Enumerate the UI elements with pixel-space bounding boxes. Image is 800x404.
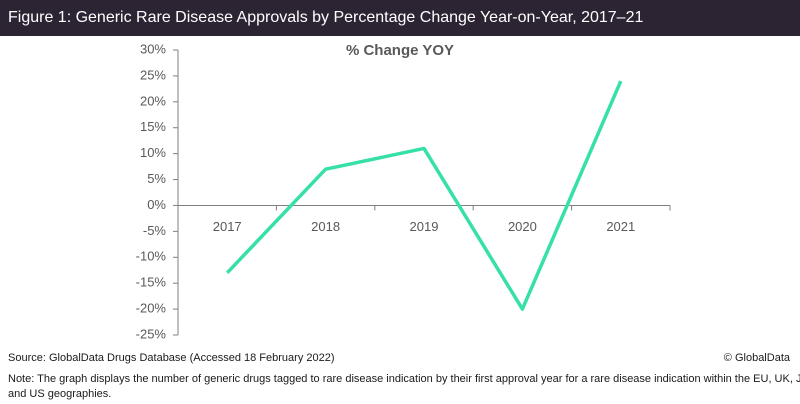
y-tick-label: -25% bbox=[136, 326, 167, 341]
y-tick-label: 15% bbox=[140, 119, 166, 134]
credit: © GlobalData bbox=[724, 352, 791, 364]
x-tick-label: 2018 bbox=[311, 219, 340, 234]
chart-title: % Change YOY bbox=[346, 42, 454, 59]
y-tick-label: 25% bbox=[140, 67, 166, 82]
data-line bbox=[225, 80, 623, 311]
x-tick-label: 2017 bbox=[213, 219, 242, 234]
note-line: and US geographies. bbox=[8, 388, 111, 400]
x-tick-label: 2021 bbox=[606, 219, 635, 234]
y-tick-label: 10% bbox=[140, 145, 166, 160]
header-bar bbox=[0, 0, 800, 36]
y-tick-label: 5% bbox=[147, 171, 166, 186]
x-tick-label: 2020 bbox=[508, 219, 537, 234]
y-tick-label: 20% bbox=[140, 93, 166, 108]
y-tick-label: 0% bbox=[147, 197, 166, 212]
y-tick-label: -20% bbox=[136, 301, 167, 316]
y-tick-label: 30% bbox=[140, 41, 166, 56]
x-tick-label: 2019 bbox=[410, 219, 439, 234]
note-line: Note: The graph displays the number of g… bbox=[8, 373, 800, 385]
y-tick-label: -15% bbox=[136, 275, 167, 290]
y-tick-label: -5% bbox=[143, 223, 167, 238]
y-tick-label: -10% bbox=[136, 249, 167, 264]
source: Source: GlobalData Drugs Database (Acces… bbox=[8, 352, 335, 364]
header-title: Figure 1: Generic Rare Disease Approvals… bbox=[8, 9, 643, 26]
